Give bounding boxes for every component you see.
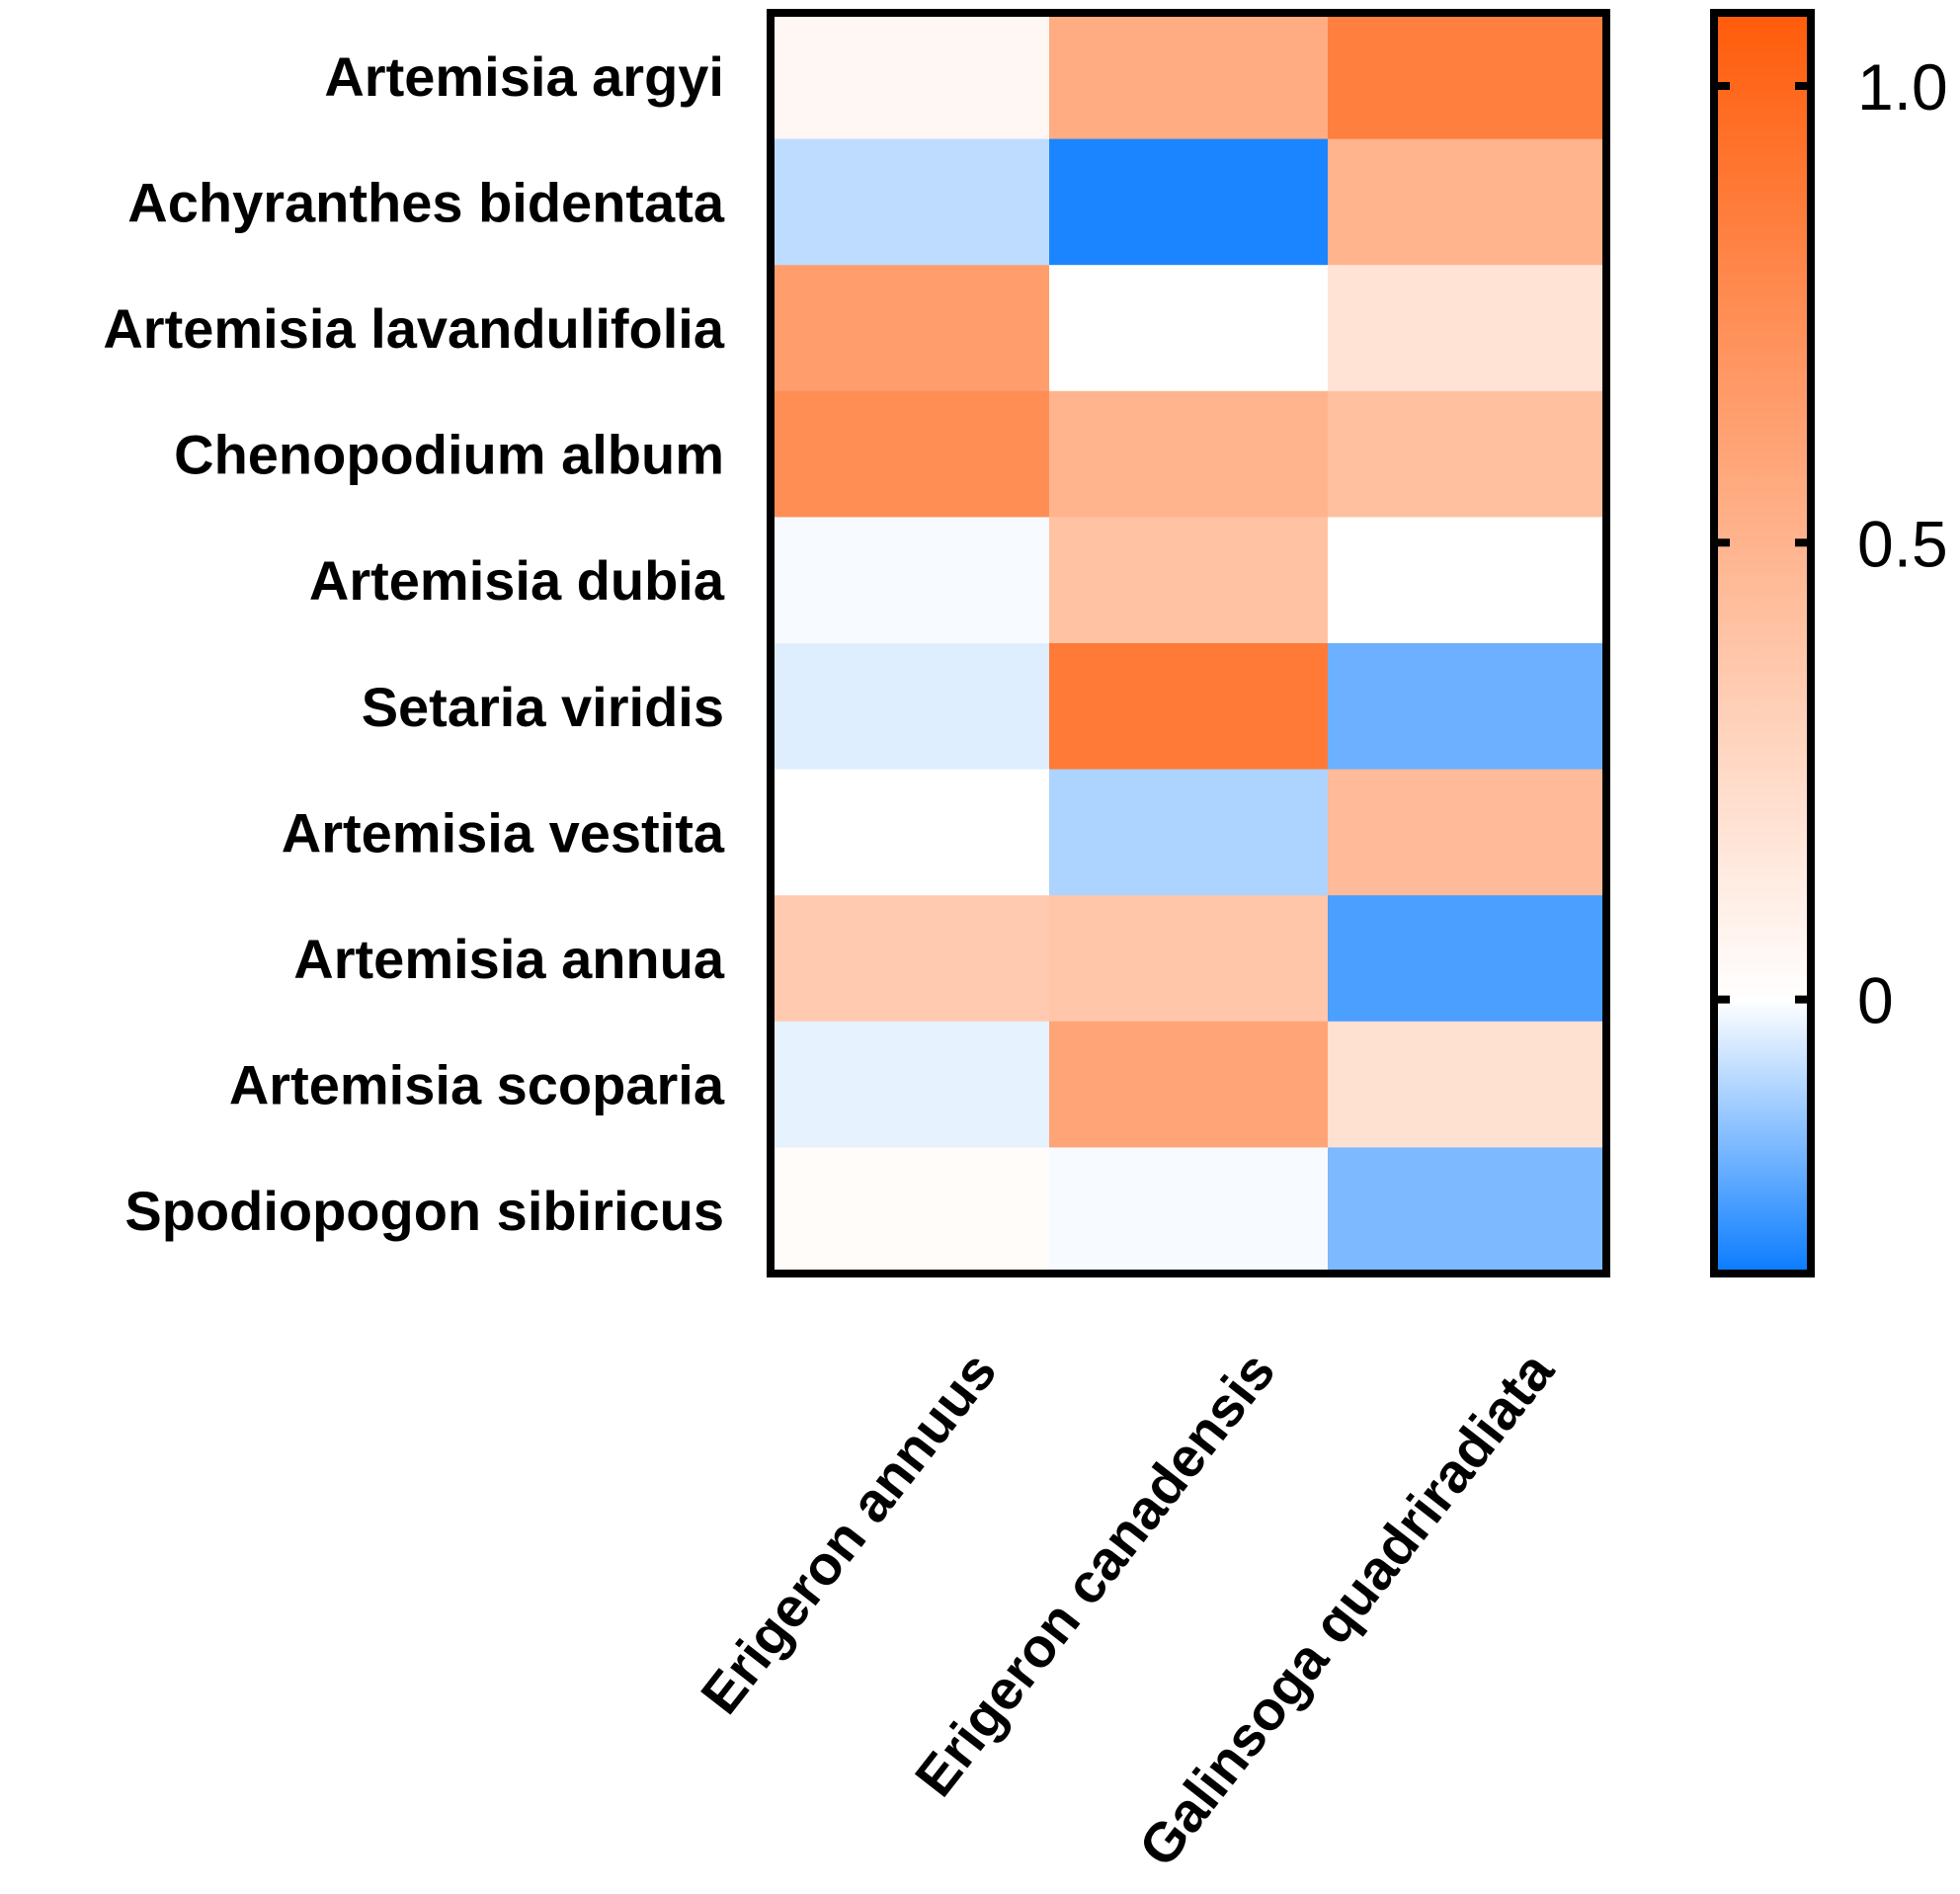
heatmap-cell	[1049, 643, 1329, 771]
heatmap-cell	[1049, 13, 1329, 140]
row-label: Achyranthes bidentata	[127, 171, 725, 233]
colorbar-tick-label: 1.0	[1857, 50, 1948, 124]
heatmap-cell	[1049, 138, 1329, 266]
heatmap-cell	[771, 13, 1050, 140]
heatmap-cell	[1049, 895, 1329, 1023]
row-label: Chenopodium album	[174, 424, 724, 486]
heatmap-cell	[771, 895, 1050, 1023]
heatmap-cell	[1049, 1147, 1329, 1275]
heatmap-cell	[1328, 1021, 1607, 1148]
colorbar	[1710, 9, 1815, 1277]
heatmap-cell	[1049, 769, 1329, 896]
heatmap-cell	[1328, 895, 1607, 1023]
heatmap-cell	[1328, 769, 1607, 896]
heatmap-cell	[1328, 1147, 1607, 1275]
row-label: Setaria viridis	[362, 676, 724, 738]
row-label: Artemisia annua	[293, 928, 725, 990]
heatmap-cell	[1328, 138, 1607, 266]
row-label: Artemisia scoparia	[229, 1054, 725, 1116]
heatmap-cell	[1328, 13, 1607, 140]
heatmap-cell	[771, 1021, 1050, 1148]
heatmap-cell	[771, 1147, 1050, 1275]
heatmap-cell	[1328, 265, 1607, 392]
heatmap-cell	[771, 517, 1050, 644]
heatmap-cell	[1328, 390, 1607, 518]
heatmap-frame	[767, 9, 1610, 1277]
heatmap-cell	[1049, 390, 1329, 518]
row-label: Artemisia lavandulifolia	[103, 297, 724, 360]
heatmap-cell	[771, 265, 1050, 392]
row-label: Artemisia dubia	[309, 549, 725, 612]
colorbar-ticks: 1.0 0.5 0	[1710, 50, 1948, 1037]
heatmap-cells	[771, 13, 1607, 1275]
heatmap-cell	[1049, 265, 1329, 392]
row-labels: Artemisia argyi Achyranthes bidentata Arte…	[103, 45, 724, 1242]
heatmap-cell	[771, 643, 1050, 771]
heatmap-cell	[771, 138, 1050, 266]
colorbar-tick-label: 0.5	[1857, 507, 1948, 580]
heatmap-cell	[1049, 1021, 1329, 1148]
heatmap-cell	[1049, 517, 1329, 644]
row-label: Artemisia argyi	[324, 45, 724, 108]
heatmap-cell	[771, 390, 1050, 518]
colorbar-tick-label: 0	[1857, 964, 1894, 1037]
row-label: Artemisia vestita	[282, 801, 725, 864]
column-label: Erigeron annuus	[689, 1341, 1009, 1725]
row-label: Spodiopogon sibiricus	[124, 1180, 724, 1242]
heatmap-cell	[1328, 643, 1607, 771]
heatmap-cell	[771, 769, 1050, 896]
heatmap-cell	[1328, 517, 1607, 644]
